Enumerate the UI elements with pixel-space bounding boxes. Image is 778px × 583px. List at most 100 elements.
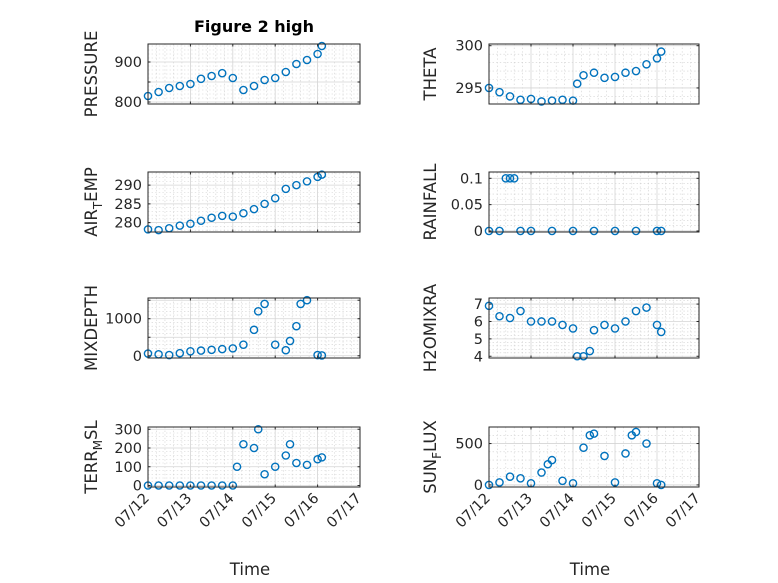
data-point bbox=[154, 225, 163, 235]
data-point bbox=[579, 70, 588, 80]
y-tick-label: 200 bbox=[114, 441, 142, 457]
data-point bbox=[260, 75, 269, 85]
data-point bbox=[558, 476, 567, 486]
data-point bbox=[232, 462, 242, 472]
data-point bbox=[253, 424, 263, 434]
data-point bbox=[164, 83, 174, 93]
data-point bbox=[631, 427, 641, 437]
data-point bbox=[526, 226, 536, 236]
data-point bbox=[526, 317, 536, 326]
data-point bbox=[579, 443, 588, 452]
data-point bbox=[495, 87, 504, 97]
y-axis-label: MIXDEPTH bbox=[82, 285, 101, 371]
data-point bbox=[642, 59, 651, 69]
data-point bbox=[317, 41, 327, 51]
data-point bbox=[505, 472, 515, 481]
data-point bbox=[228, 344, 238, 353]
data-point bbox=[631, 66, 641, 76]
y-tick-label: 0 bbox=[133, 479, 142, 495]
data-point bbox=[164, 481, 174, 490]
axes-box bbox=[488, 297, 700, 359]
data-point bbox=[547, 455, 557, 465]
data-point bbox=[537, 97, 546, 106]
scatter-series bbox=[484, 47, 666, 106]
data-point bbox=[281, 184, 291, 194]
scatter-series bbox=[143, 41, 327, 101]
y-tick-label: 290 bbox=[114, 178, 142, 194]
data-point bbox=[589, 325, 599, 335]
data-point bbox=[631, 226, 641, 236]
x-axis-label: Time bbox=[229, 560, 270, 579]
data-point bbox=[196, 216, 206, 226]
data-point bbox=[516, 226, 525, 236]
y-axis-label: RAINFALL bbox=[421, 163, 440, 241]
scatter-series bbox=[484, 174, 666, 236]
y-axis-label: PRESSURE bbox=[82, 31, 101, 118]
data-point bbox=[516, 474, 525, 483]
data-point bbox=[547, 226, 557, 236]
data-point bbox=[505, 92, 515, 101]
data-point bbox=[621, 317, 630, 326]
data-point bbox=[537, 317, 546, 326]
y-axis-label: THETA bbox=[421, 47, 440, 102]
data-point bbox=[228, 73, 238, 83]
data-point bbox=[631, 306, 641, 316]
data-point bbox=[217, 68, 227, 78]
data-point bbox=[186, 481, 195, 490]
y-tick-label: 100 bbox=[114, 460, 142, 476]
y-tick-label: 4 bbox=[474, 349, 483, 365]
data-point bbox=[239, 340, 248, 349]
subplot-3: 280 285 290 AIRTEMP bbox=[82, 167, 361, 237]
y-tick-label: 7 bbox=[474, 297, 483, 313]
data-point bbox=[270, 462, 280, 472]
y-tick-label: 500 bbox=[455, 437, 483, 453]
y-axis-label: SUNFLUX bbox=[421, 420, 444, 494]
data-point bbox=[175, 481, 185, 490]
axes-box bbox=[147, 297, 361, 359]
y-axis-label: TERRMSL bbox=[82, 419, 105, 494]
data-point bbox=[600, 73, 609, 83]
axes-box bbox=[488, 426, 700, 488]
data-point bbox=[317, 351, 327, 360]
subplot-grid: 800 900 PRESSURE Figure 2 high 295 300 THETA 28… bbox=[82, 17, 704, 579]
data-point bbox=[186, 347, 195, 356]
data-point bbox=[313, 350, 322, 360]
data-point bbox=[285, 336, 295, 346]
data-point bbox=[302, 460, 312, 470]
data-point bbox=[537, 468, 546, 477]
data-point bbox=[175, 348, 185, 358]
data-point bbox=[610, 226, 620, 236]
data-point bbox=[296, 299, 305, 309]
data-point bbox=[516, 95, 525, 105]
data-point bbox=[505, 174, 515, 183]
data-point bbox=[505, 313, 515, 323]
y-tick-label: 295 bbox=[455, 81, 483, 97]
data-point bbox=[239, 208, 248, 218]
data-point bbox=[568, 324, 578, 333]
data-point bbox=[281, 451, 291, 460]
data-point bbox=[558, 95, 567, 105]
chart-title: Figure 2 high bbox=[194, 17, 314, 36]
y-tick-label: 0 bbox=[474, 478, 483, 494]
data-point bbox=[610, 324, 620, 333]
data-point bbox=[270, 193, 280, 203]
data-point bbox=[495, 226, 504, 236]
y-tick-label: 800 bbox=[114, 95, 142, 111]
data-point bbox=[600, 451, 609, 461]
data-point bbox=[249, 81, 259, 91]
data-point bbox=[656, 47, 666, 56]
data-point bbox=[317, 170, 327, 179]
y-tick-label: 5 bbox=[474, 332, 483, 348]
data-point bbox=[589, 429, 599, 438]
data-point bbox=[207, 71, 216, 81]
data-point bbox=[621, 68, 630, 78]
data-point bbox=[207, 481, 216, 490]
data-point bbox=[302, 295, 312, 305]
data-point bbox=[621, 449, 630, 458]
data-point bbox=[610, 72, 620, 82]
data-point bbox=[175, 221, 185, 230]
data-point bbox=[270, 340, 280, 349]
data-point bbox=[572, 351, 582, 361]
